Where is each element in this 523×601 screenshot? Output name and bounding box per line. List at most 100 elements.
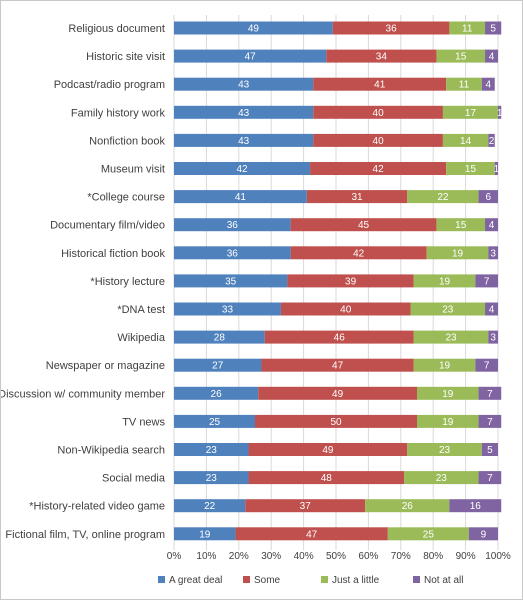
bar-segment (287, 274, 414, 288)
bar-segment (174, 105, 314, 119)
bar-segment (407, 443, 482, 456)
bar-segment (174, 386, 259, 400)
data-label: 1 (497, 108, 503, 119)
data-label: 48 (321, 473, 333, 484)
bar-segment (442, 133, 489, 147)
bar-segment (417, 386, 479, 400)
data-label: 26 (211, 389, 223, 400)
bar-segment (310, 162, 447, 175)
data-label: 11 (459, 80, 470, 91)
data-label: 15 (455, 52, 467, 63)
bar-segment (488, 133, 495, 147)
category-label: *History lecture (90, 276, 165, 288)
bar-segment (313, 133, 443, 147)
data-label: 43 (238, 108, 250, 119)
bar-segment (313, 77, 447, 91)
category-label: Nonfiction book (89, 135, 165, 147)
bar-segment (174, 21, 333, 35)
legend-label: A great deal (169, 575, 222, 586)
bar-segment (436, 49, 486, 63)
data-label: 4 (489, 52, 495, 63)
data-label: 27 (212, 361, 224, 372)
bar-segment (174, 527, 236, 541)
legend-swatch (413, 576, 420, 583)
data-label: 49 (322, 445, 334, 456)
bar-segment (475, 358, 498, 372)
bar-segment (449, 21, 486, 35)
data-label: 14 (460, 136, 472, 147)
bar-segment (407, 190, 479, 204)
bar-segment (174, 190, 307, 204)
x-tick-label: 10% (196, 551, 216, 562)
bar-segment (290, 218, 437, 232)
bar-segment (485, 49, 498, 63)
data-label: 37 (300, 501, 312, 512)
x-axis-ticks: 0% 10% 20% 30% 40% 50% 60% 70% 80% 90% 100% (167, 551, 511, 562)
legend: A great deal Some Just a little Not at all (158, 575, 463, 586)
bar-segment (498, 105, 502, 119)
data-label: 36 (227, 220, 239, 231)
bar-segment (245, 499, 366, 513)
bar-segment (174, 330, 265, 344)
x-tick-label: 100% (485, 551, 511, 562)
data-label: 39 (345, 276, 357, 287)
category-label: Wikipedia (117, 332, 166, 344)
bar-segment (306, 190, 408, 204)
data-label: 33 (222, 305, 234, 316)
bar-segment (481, 443, 498, 456)
data-label: 40 (373, 108, 385, 119)
data-label: 19 (442, 417, 454, 428)
bar-segment (478, 414, 502, 428)
data-label: 17 (465, 108, 477, 119)
bar-segment (494, 162, 498, 175)
x-tick-label: 50% (326, 551, 346, 562)
category-label: *DNA test (117, 304, 165, 316)
category-label: Podcast/radio program (54, 79, 165, 91)
data-label: 4 (489, 305, 495, 316)
data-label: 36 (227, 248, 239, 259)
bar-segment (261, 358, 414, 372)
data-label: 1 (494, 164, 500, 175)
bar-segment (446, 77, 482, 91)
x-tick-label: 80% (423, 551, 443, 562)
data-label: 19 (439, 361, 451, 372)
category-label: Social media (102, 473, 166, 485)
category-label: TV news (122, 416, 165, 428)
data-label: 40 (373, 136, 385, 147)
data-label: 19 (439, 276, 451, 287)
category-label: *College course (87, 192, 165, 204)
x-tick-label: 60% (358, 551, 378, 562)
bar-segment (174, 358, 262, 372)
data-label: 31 (351, 192, 363, 203)
bar-segment (174, 246, 291, 260)
data-label: 47 (245, 52, 257, 63)
bar-segment (258, 386, 417, 400)
bar-segment (313, 105, 443, 119)
data-label: 43 (238, 136, 250, 147)
bar-area: 49 36 11 547 34 15 443 41 11 443 40 17 143 40 14 242 42 1… (174, 21, 503, 541)
category-label: Historical fiction book (61, 248, 165, 260)
legend-label: Some (254, 575, 281, 586)
x-tick-label: 20% (229, 551, 249, 562)
bar-segment (248, 443, 408, 456)
category-label: Family history work (71, 107, 166, 119)
data-label: 47 (306, 529, 318, 540)
category-label: Discussion w/ community member (1, 388, 165, 400)
bar-segment (478, 471, 502, 485)
x-tick-label: 0% (167, 551, 182, 562)
bar-segment (485, 21, 502, 35)
bar-segment (174, 218, 291, 232)
bar-segment (280, 302, 411, 316)
bar-segment (248, 471, 405, 485)
data-label: 5 (487, 445, 493, 456)
data-label: 4 (485, 80, 491, 91)
bar-segment (410, 302, 486, 316)
category-label: *History-related video game (29, 501, 165, 513)
x-tick-label: 30% (261, 551, 281, 562)
data-label: 7 (487, 389, 493, 400)
data-label: 22 (437, 192, 449, 203)
bar-segment (426, 246, 489, 260)
bar-segment (413, 330, 489, 344)
